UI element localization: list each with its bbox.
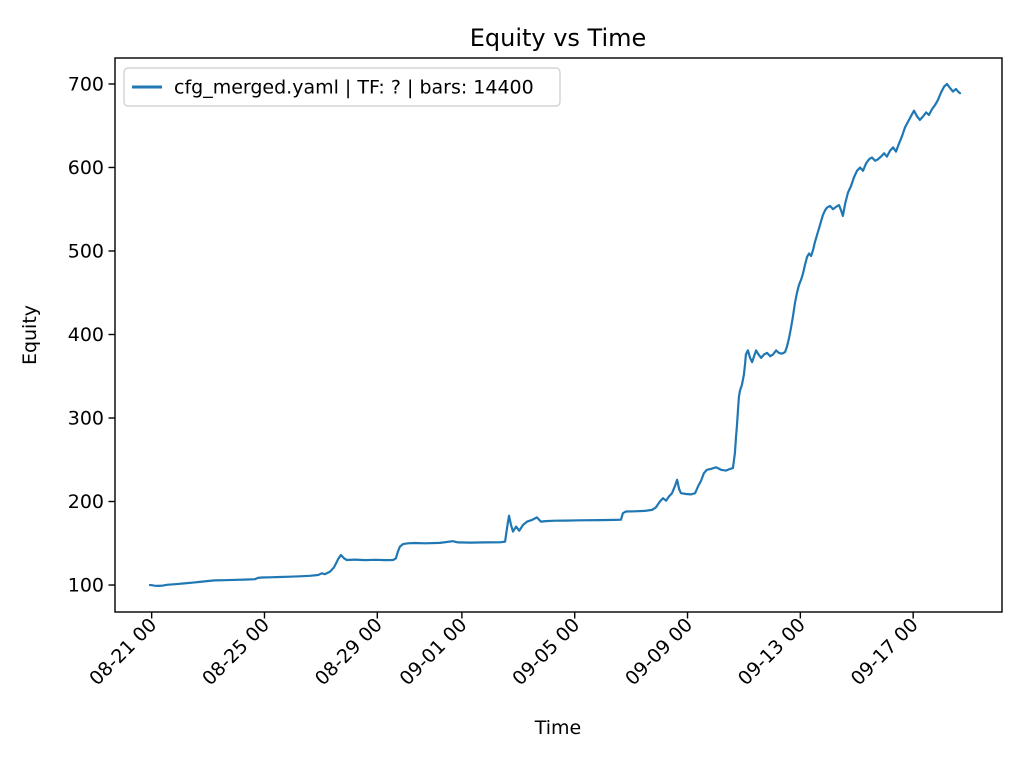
chart-title: Equity vs Time: [470, 24, 647, 52]
y-tick-label: 300: [68, 408, 104, 430]
y-tick-label: 700: [68, 73, 104, 95]
x-tick-label: 09-01 00: [395, 614, 471, 690]
y-tick-label: 400: [68, 324, 104, 346]
x-tick-label: 08-29 00: [311, 614, 387, 690]
plot-area-spines: [114, 57, 1003, 613]
x-tick-label: 08-21 00: [85, 614, 161, 690]
y-tick-label: 600: [68, 157, 104, 179]
legend: cfg_merged.yaml | TF: ? | bars: 14400: [123, 67, 561, 107]
x-tick-label: 09-09 00: [621, 614, 697, 690]
x-axis-ticks: 08-21 00 08-25 00 08-29 00 09-01 00 09-05 00…: [85, 612, 923, 690]
x-axis-label: Time: [534, 717, 582, 739]
legend-box: [123, 67, 561, 107]
x-tick-label: 09-05 00: [508, 614, 584, 690]
y-tick-label: 500: [68, 240, 104, 262]
x-tick-label: 09-13 00: [734, 614, 810, 690]
y-tick-label: 100: [68, 575, 104, 597]
y-axis-label: Equity: [19, 305, 41, 365]
x-tick-label: 08-25 00: [198, 614, 274, 690]
equity-line-series: [148, 82, 962, 588]
y-tick-label: 200: [68, 491, 104, 513]
x-tick-label: 09-17 00: [847, 614, 923, 690]
legend-label: cfg_merged.yaml | TF: ? | bars: 14400: [174, 77, 534, 99]
y-axis-ticks: 100 200 300 400 500 600 700: [68, 73, 115, 597]
